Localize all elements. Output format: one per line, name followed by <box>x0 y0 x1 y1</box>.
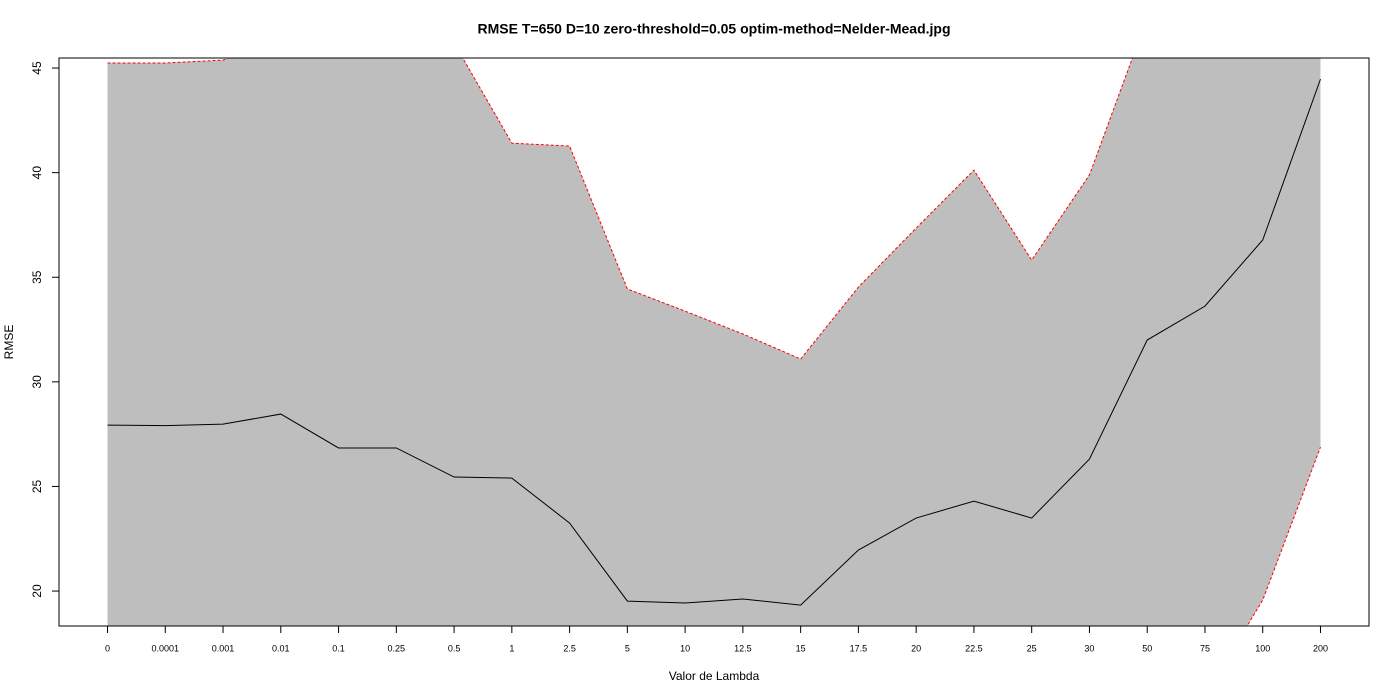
x-tick-label: 15 <box>796 643 806 653</box>
x-tick-label: 0.0001 <box>152 643 180 653</box>
x-tick-label: 0.001 <box>212 643 235 653</box>
x-tick-label: 30 <box>1084 643 1094 653</box>
y-axis-label: RMSE <box>2 325 16 360</box>
x-tick-label: 12.5 <box>734 643 752 653</box>
x-tick-label: 1 <box>509 643 514 653</box>
y-tick-label: 30 <box>30 375 44 389</box>
x-tick-label: 2.5 <box>563 643 576 653</box>
x-axis-label: Valor de Lambda <box>669 669 760 683</box>
x-tick-label: 10 <box>680 643 690 653</box>
plot-frame <box>58 57 1370 627</box>
x-tick-label: 22.5 <box>965 643 983 653</box>
y-tick-label: 20 <box>30 584 44 598</box>
bound-line <box>107 58 1133 360</box>
x-tick-label: 0.5 <box>448 643 461 653</box>
y-tick-label: 35 <box>30 270 44 284</box>
mean-line <box>107 78 1321 606</box>
x-tick-label: 5 <box>625 643 630 653</box>
y-tick-label: 40 <box>30 166 44 180</box>
x-tick-label: 20 <box>911 643 921 653</box>
x-tick-label: 200 <box>1313 643 1328 653</box>
x-tick-label: 0.1 <box>332 643 345 653</box>
x-tick-label: 0.25 <box>388 643 406 653</box>
y-tick-label: 25 <box>30 479 44 493</box>
x-tick-label: 75 <box>1200 643 1210 653</box>
confidence-band <box>107 58 1321 626</box>
x-tick-label: 17.5 <box>850 643 868 653</box>
x-tick-label: 25 <box>1027 643 1037 653</box>
x-tick-label: 0.01 <box>272 643 290 653</box>
x-tick-label: 100 <box>1255 643 1270 653</box>
y-tick-label: 45 <box>30 61 44 75</box>
x-tick-label: 50 <box>1142 643 1152 653</box>
plot-area <box>107 58 1321 626</box>
x-tick-label: 0 <box>105 643 110 653</box>
chart-title: RMSE T=650 D=10 zero-threshold=0.05 opti… <box>478 21 951 37</box>
